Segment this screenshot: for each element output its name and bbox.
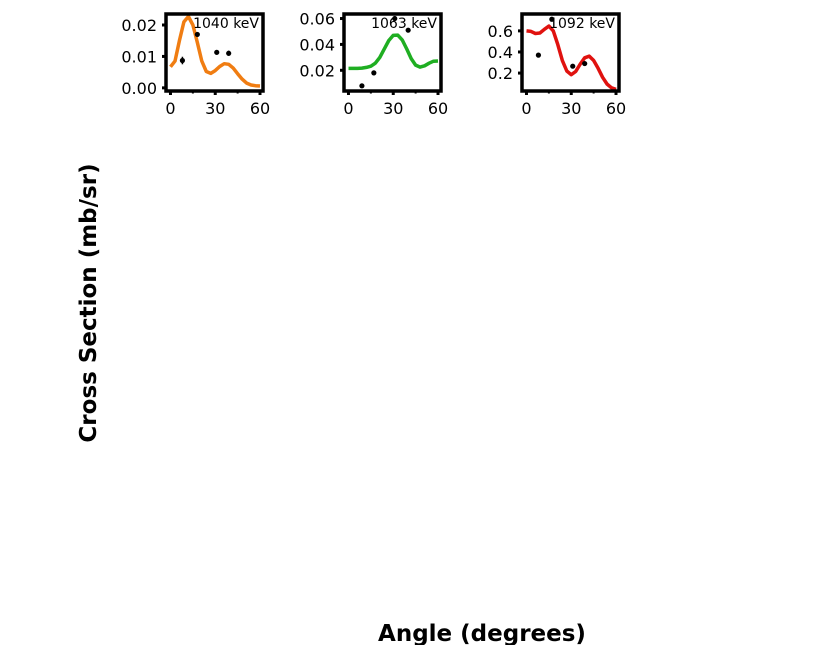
y-tick-label: 0.02 [299,61,335,80]
data-point [214,49,220,55]
energy-annotation: 1063 keV [371,16,437,32]
x-tick-label: 30 [383,99,403,118]
subplot-3: 0 30 60 0.2 0.4 0.6 1092 keV [488,12,626,118]
x-axis-title: Angle (degrees) [378,621,586,645]
energy-annotation: 1092 keV [549,16,615,32]
data-point [570,63,576,69]
x-tick-label: 60 [606,99,626,118]
y-axis-title: Cross Section (mb/sr) [76,163,102,442]
subplot-2: 0 30 60 0.02 0.04 0.06 1063 keV [299,10,448,118]
x-tick-label: 0 [165,99,175,118]
y-tick-label: 0.00 [121,79,157,98]
data-point [226,50,232,56]
y-tick-label: 0.02 [121,16,157,35]
y-tick-label: 0.2 [488,64,513,83]
x-tick-label: 0 [521,99,531,118]
x-tick-label: 60 [250,99,270,118]
data-point [535,52,542,58]
data-point [194,31,200,38]
x-tick-label: 0 [343,99,353,118]
data-point [179,57,186,64]
x-tick-label: 60 [428,99,448,118]
model-curve [348,33,439,71]
data-point [359,83,365,89]
y-tick-label: 0.06 [299,10,335,29]
data-point [405,27,411,33]
model-curve [526,24,617,91]
subplot-grid: 0 30 60 0.00 0.01 0.02 1040 keV 0 30 60 0.02 0.04 0.… [121,10,626,118]
data-point [392,15,398,22]
y-tick-label: 0.4 [488,43,513,62]
data-point [582,60,588,67]
energy-annotation: 1040 keV [193,16,259,32]
y-tick-label: 0.04 [299,35,335,54]
subplot-1: 0 30 60 0.00 0.01 0.02 1040 keV [121,12,270,118]
x-tick-label: 30 [205,99,225,118]
data-point [549,16,555,22]
data-point [371,70,377,76]
x-tick-label: 30 [561,99,581,118]
y-tick-label: 0.01 [121,47,157,66]
model-curve [169,14,261,88]
y-tick-label: 0.6 [488,22,513,41]
